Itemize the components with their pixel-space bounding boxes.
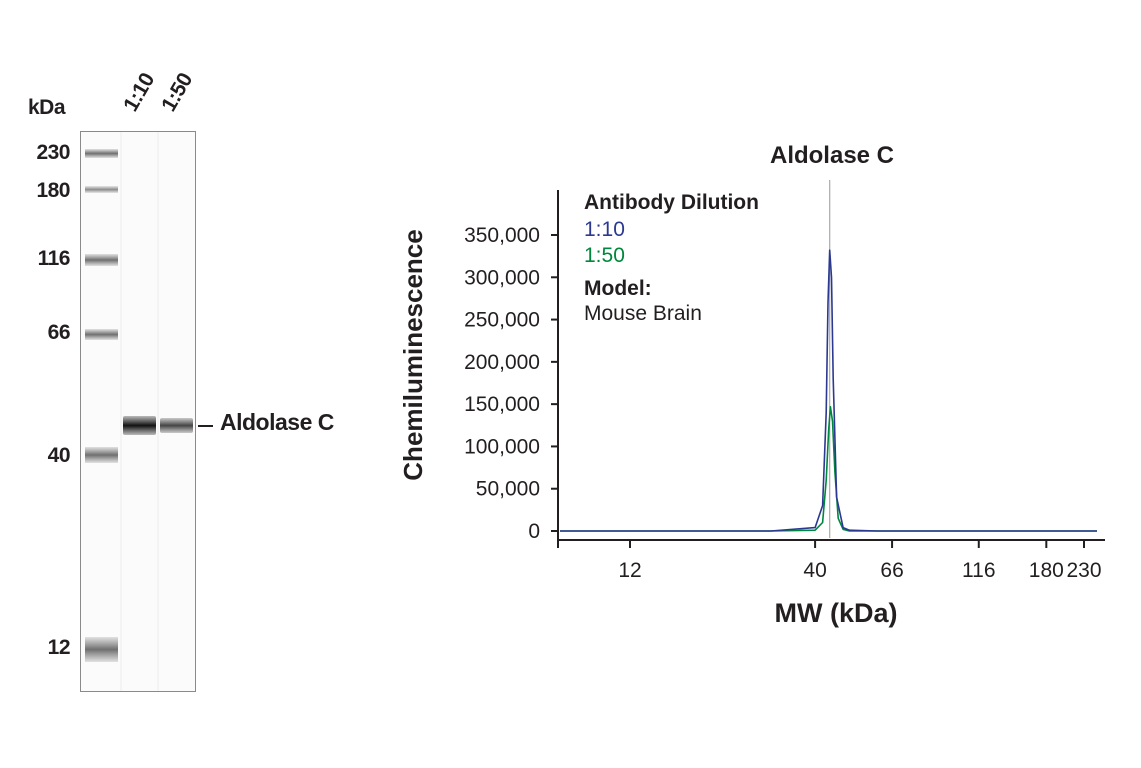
y-tick-label: 250,000 [464,309,540,332]
y-tick-label: 300,000 [464,266,540,289]
x-tick-label: 66 [880,559,903,582]
blot-unit-label: kDa [28,96,66,119]
y-ticks: 0 50,000 100,000 150,000 200,000 250,000 300,0… [464,224,558,543]
blot-lanes-svg [85,132,193,691]
y-tick-label: 150,000 [464,393,540,416]
legend-series-1-10: 1:10 [584,218,625,241]
x-axis-label: MW (kDa) [775,598,898,628]
ladder-label-12: 12 [47,636,71,659]
chart-title: Aldolase C [770,142,894,169]
y-axis-label: Chemiluminescence [398,229,428,480]
ladder-label-180: 180 [36,179,70,202]
x-tick-label: 230 [1066,559,1101,582]
legend-title: Antibody Dilution [584,191,759,214]
y-tick-label: 350,000 [464,224,540,247]
x-tick-label: 40 [803,559,826,582]
ladder-label-66: 66 [47,321,71,344]
x-tick-label: 116 [962,559,995,582]
ladder-band-12 [85,637,118,662]
x-tick-label: 12 [618,559,641,582]
sample-band-1-10 [123,416,156,435]
band-pointer-line [198,425,213,427]
sample-band-1-50 [160,418,193,433]
series-group [560,249,1097,532]
ladder-label-116: 116 [37,247,71,270]
band-label: Aldolase C [220,409,334,435]
ladder-band-230 [85,149,118,158]
legend-model-label: Model: [584,277,652,300]
y-tick-label: 200,000 [464,351,540,374]
y-tick-label: 50,000 [476,478,540,501]
ladder-band-180 [85,186,118,193]
legend-series-1-50: 1:50 [584,244,625,267]
legend: Antibody Dilution 1:10 1:50 Model: Mouse… [584,191,759,325]
ladder-label-40: 40 [47,444,71,467]
blot-image [80,131,196,692]
legend-model-value: Mouse Brain [584,302,702,325]
ladder-band-116 [85,254,118,266]
ladder-band-66 [85,329,118,340]
y-tick-label: 0 [528,520,540,543]
series-line-1-50 [560,405,1097,532]
x-ticks: 12 40 66 116 180 230 [618,540,1102,582]
y-tick-label: 100,000 [464,435,540,458]
ladder-label-230: 230 [36,141,70,164]
ladder-band-40 [85,447,118,463]
x-tick-label: 180 [1029,559,1064,582]
series-line-1-10 [560,249,1097,532]
